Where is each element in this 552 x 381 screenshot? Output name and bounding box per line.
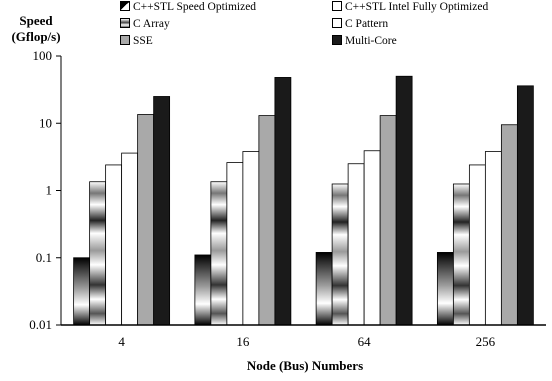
bar-c-stl-speed-optimized-16 (194, 254, 212, 326)
legend-item: C Pattern (332, 18, 388, 31)
x-tick-label: 256 (476, 334, 496, 349)
legend-label: C++STL Intel Fully Optimized (345, 1, 489, 13)
y-tick-label: 1 (46, 183, 53, 198)
legend-item: Multi-Core (332, 35, 397, 48)
bar-c-stl-intel-fully-optimized-16 (226, 162, 244, 326)
legend-swatch (332, 35, 342, 45)
x-tick-label: 4 (118, 334, 125, 349)
bar-c-pattern-64 (363, 150, 381, 326)
y-axis-label-line-1: Speed (19, 13, 53, 28)
y-axis-label-line-2: (Gflop/s) (11, 29, 61, 44)
bar-sse-256 (500, 124, 518, 326)
legend-item: C++STL Speed Optimized (120, 1, 256, 14)
legend-label: C Pattern (345, 18, 389, 30)
legend-swatch (120, 18, 130, 28)
legend-swatch (120, 1, 130, 11)
legend-item: SSE (120, 35, 153, 48)
legend-swatch (332, 1, 342, 11)
bar-c-stl-intel-fully-optimized-64 (347, 163, 365, 326)
bar-c-stl-speed-optimized-64 (315, 252, 333, 326)
legend-label: C Array (133, 18, 170, 30)
bar-c-pattern-256 (484, 151, 502, 326)
x-tick-label: 64 (358, 334, 372, 349)
y-tick-label: 0.1 (36, 250, 52, 265)
bar-sse-4 (137, 114, 155, 326)
bar-c-stl-intel-fully-optimized-256 (468, 164, 486, 326)
legend-label: SSE (133, 35, 153, 47)
bar-multi-core-16 (274, 77, 292, 326)
legend-item: C++STL Intel Fully Optimized (332, 1, 488, 14)
bar-multi-core-4 (153, 96, 171, 326)
bar-c-array-256 (452, 183, 470, 326)
legend-item: C Array (120, 18, 170, 31)
bar-sse-16 (258, 115, 276, 326)
legend-label: C++STL Speed Optimized (133, 1, 257, 13)
bar-c-stl-intel-fully-optimized-4 (105, 164, 123, 326)
x-tick-label: 16 (236, 334, 250, 349)
x-axis-label: Node (Bus) Numbers (246, 358, 364, 373)
bar-c-pattern-16 (242, 151, 260, 326)
bar-c-stl-speed-optimized-4 (73, 257, 91, 326)
bar-c-array-16 (210, 181, 228, 326)
bar-multi-core-64 (395, 75, 413, 326)
y-tick-label: 100 (33, 48, 53, 63)
bar-sse-64 (379, 115, 397, 326)
legend-swatch (332, 18, 342, 28)
bar-c-array-4 (89, 181, 107, 326)
y-tick-label: 10 (39, 115, 52, 130)
legend-label: Multi-Core (345, 35, 397, 47)
bar-c-stl-speed-optimized-256 (436, 252, 454, 326)
bar-multi-core-256 (516, 85, 534, 326)
legend-swatch (120, 35, 130, 45)
bar-c-pattern-4 (121, 152, 139, 326)
y-tick-label: 0.01 (29, 317, 52, 332)
bar-c-array-64 (331, 183, 349, 326)
